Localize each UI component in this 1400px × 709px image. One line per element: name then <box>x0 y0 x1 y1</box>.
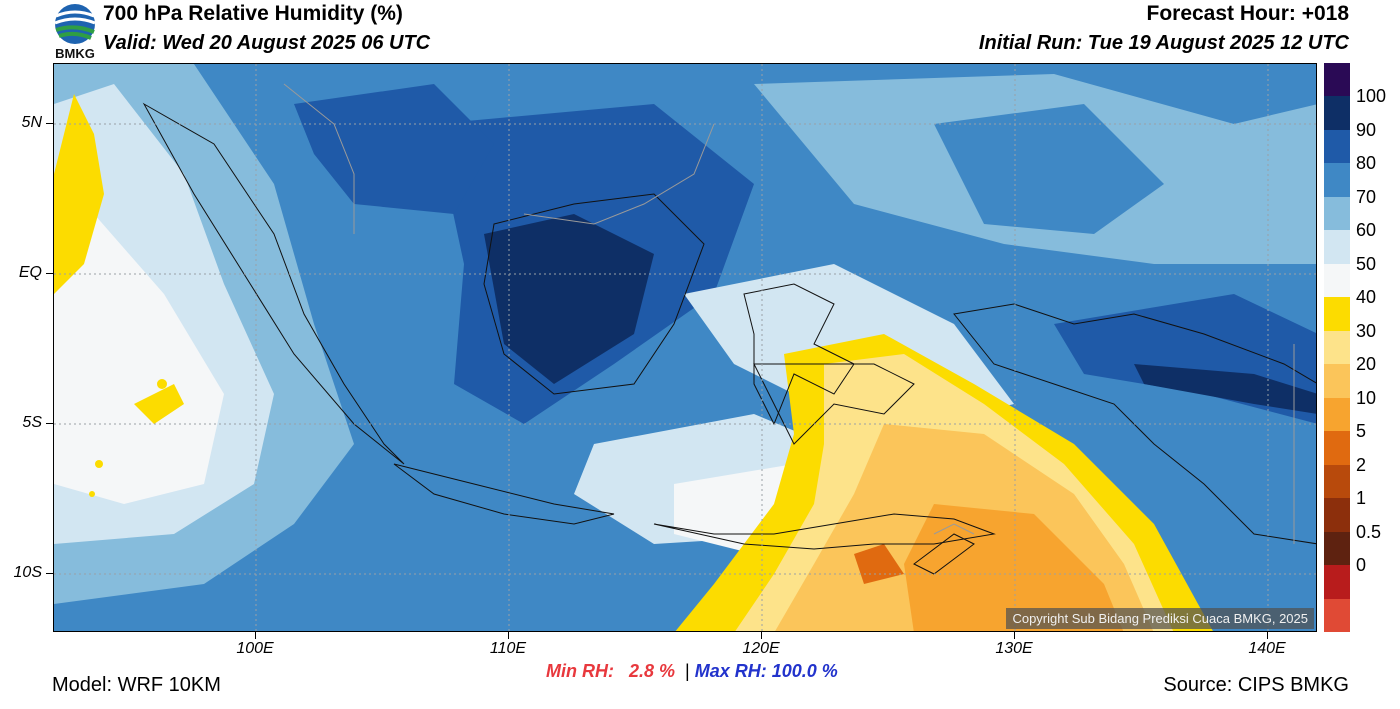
lon-label-130e: 130E <box>995 640 1033 657</box>
model-label: Model: WRF 10KM <box>52 674 221 696</box>
colorbar-segment <box>1324 230 1350 265</box>
map-title: 700 hPa Relative Humidity (%) <box>103 2 403 25</box>
colorbar-label: 50 <box>1356 253 1377 274</box>
colorbar-segment <box>1324 96 1350 131</box>
lon-label-140e: 140E <box>1248 640 1286 657</box>
lon-tick <box>1267 632 1268 639</box>
colorbar-segment <box>1324 431 1350 466</box>
colorbar-segment <box>1324 163 1350 198</box>
lat-tick <box>46 573 53 574</box>
max-rh: Max RH: 100.0 % <box>694 661 838 681</box>
colorbar-segment <box>1324 565 1350 600</box>
rh-stats: Min RH: 2.8 % | Max RH: 100.0 % <box>546 661 838 682</box>
colorbar-label: 2 <box>1356 454 1367 475</box>
initial-run: Initial Run: Tue 19 August 2025 12 UTC <box>978 32 1349 54</box>
colorbar-segment <box>1324 364 1350 399</box>
colorbar-segment <box>1324 397 1350 432</box>
source-label: Source: CIPS BMKG <box>1163 674 1349 696</box>
valid-time: Valid: Wed 20 August 2025 06 UTC <box>103 32 431 54</box>
colorbar-segment <box>1324 263 1350 298</box>
colorbar-segment <box>1324 297 1350 332</box>
lat-label-5n: 5N <box>21 114 42 131</box>
colorbar-label: 90 <box>1356 119 1377 140</box>
colorbar-segment <box>1324 196 1350 231</box>
colorbar-label: 40 <box>1356 287 1377 308</box>
colorbar-label: 0.5 <box>1356 521 1382 542</box>
lat-tick <box>46 423 53 424</box>
colorbar-label: 60 <box>1356 220 1377 241</box>
colorbar-segment <box>1324 63 1350 97</box>
copyright-note: Copyright Sub Bidang Prediksi Cuaca BMKG… <box>1006 608 1314 629</box>
colorbar-segment <box>1324 129 1350 164</box>
bmkg-logo: BMKG <box>54 4 96 60</box>
colorbar-label: 80 <box>1356 153 1377 174</box>
colorbar-label: 30 <box>1356 320 1377 341</box>
colorbar-label: 20 <box>1356 354 1377 375</box>
colorbar-segment <box>1324 531 1350 566</box>
colorbar-label: 100 <box>1356 86 1387 107</box>
lon-tick <box>761 632 762 639</box>
min-rh: Min RH: 2.8 % <box>546 661 676 681</box>
colorbar-label: 0 <box>1356 555 1367 576</box>
forecast-hour: Forecast Hour: +018 <box>1146 2 1350 25</box>
stats-separator: | <box>685 661 690 681</box>
colorbar-label: 70 <box>1356 186 1377 207</box>
lon-tick <box>1014 632 1015 639</box>
lat-label-10s: 10S <box>13 564 42 581</box>
lon-label-110e: 110E <box>489 640 527 657</box>
colorbar <box>1324 63 1350 633</box>
humidity-map: Copyright Sub Bidang Prediksi Cuaca BMKG… <box>53 63 1317 632</box>
colorbar-label: 5 <box>1356 421 1367 442</box>
lon-tick <box>255 632 256 639</box>
colorbar-segment <box>1324 598 1350 633</box>
colorbar-segment <box>1324 330 1350 365</box>
logo-text: BMKG <box>55 46 95 60</box>
lat-label-5s: 5S <box>22 414 42 431</box>
lat-tick <box>46 123 53 124</box>
humidity-field <box>54 64 1316 631</box>
lat-label-eq: EQ <box>18 264 42 281</box>
lon-label-100e: 100E <box>236 640 274 657</box>
colorbar-segment <box>1324 464 1350 499</box>
colorbar-segment <box>1324 498 1350 533</box>
lat-tick <box>46 273 53 274</box>
colorbar-label: 1 <box>1356 488 1367 509</box>
lon-label-120e: 120E <box>742 640 780 657</box>
lon-tick <box>508 632 509 639</box>
colorbar-label: 10 <box>1356 387 1377 408</box>
